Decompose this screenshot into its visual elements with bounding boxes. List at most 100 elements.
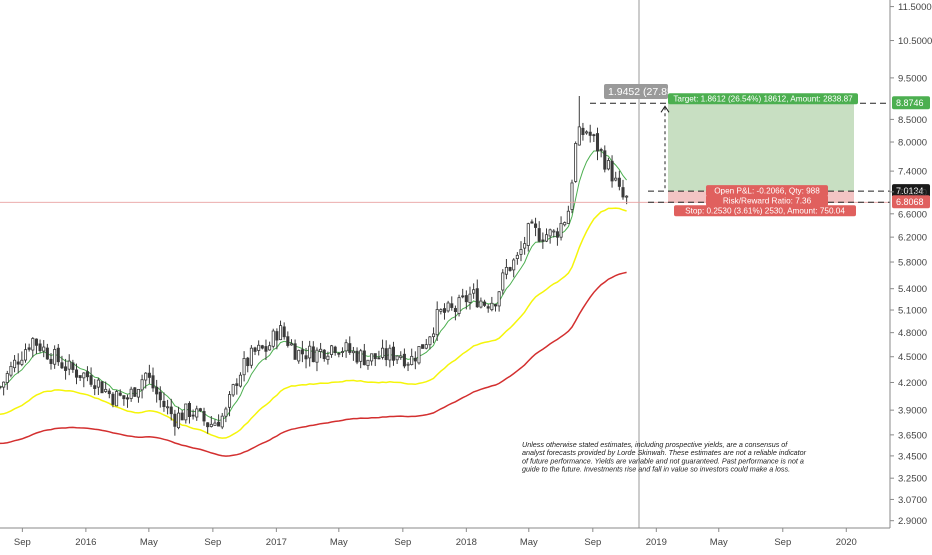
- candle: [370, 353, 374, 366]
- candle: [508, 266, 512, 272]
- candle: [315, 347, 319, 372]
- y-tick-label: 10.5000: [898, 36, 932, 47]
- candle: [534, 217, 538, 237]
- candle: [442, 303, 447, 320]
- y-tick-label: 3.4500: [898, 451, 927, 462]
- candle: [257, 340, 261, 356]
- candle: [446, 300, 450, 313]
- y-tick-label: 4.5000: [898, 352, 927, 363]
- candle: [107, 388, 111, 399]
- candle: [78, 375, 82, 381]
- candle: [136, 388, 140, 403]
- candle: [180, 410, 184, 421]
- candle: [38, 339, 42, 353]
- candle: [537, 221, 541, 243]
- candle: [566, 205, 570, 224]
- candle: [344, 339, 348, 358]
- candle: [548, 228, 552, 244]
- candle: [206, 422, 210, 434]
- candle: [391, 341, 396, 366]
- candle: [432, 327, 436, 344]
- candle: [16, 353, 20, 374]
- disclaimer-line: of future performance. Yields are variab…: [522, 456, 804, 465]
- candle: [286, 331, 290, 348]
- candle: [242, 351, 246, 382]
- x-tick-label: Sep: [584, 537, 601, 548]
- candle: [497, 291, 501, 312]
- y-tick-label: 2.9000: [898, 516, 927, 527]
- candle: [173, 409, 177, 436]
- candle: [606, 157, 610, 171]
- candle: [49, 353, 53, 370]
- candle: [176, 406, 181, 430]
- y-tick-label: 8.0000: [898, 138, 927, 149]
- candle: [191, 409, 195, 420]
- candle: [249, 345, 253, 369]
- x-tick-label: 2016: [75, 537, 96, 548]
- candle: [53, 345, 57, 369]
- x-tick-label: 2018: [456, 537, 477, 548]
- candle: [413, 351, 417, 370]
- candle: [64, 358, 68, 380]
- target-label: Target: 1.8612 (26.54%) 18612, Amount: 2…: [668, 93, 858, 105]
- x-tick-label: 2020: [836, 537, 857, 548]
- candle: [515, 252, 519, 265]
- candle: [140, 374, 144, 399]
- candle: [217, 414, 221, 427]
- candle: [555, 227, 559, 246]
- candle: [293, 339, 297, 360]
- candle: [603, 145, 607, 173]
- svg-text:6.8068: 6.8068: [896, 197, 924, 207]
- candle: [144, 372, 148, 389]
- candle: [435, 301, 439, 341]
- candle: [253, 346, 257, 356]
- risk-reward-label: Risk/Reward Ratio: 7.36: [706, 195, 828, 207]
- y-tick-label: 11.5000: [898, 2, 932, 13]
- candle: [381, 339, 385, 360]
- candle: [133, 387, 137, 397]
- candle: [330, 344, 334, 358]
- candle: [362, 343, 366, 366]
- candle: [402, 348, 406, 369]
- candle: [479, 297, 483, 309]
- candle: [577, 95, 581, 146]
- y-tick-label: 5.8000: [898, 258, 927, 269]
- candle: [519, 241, 523, 262]
- candle: [599, 147, 603, 158]
- candle: [202, 407, 206, 426]
- y-tick-label: 5.1000: [898, 306, 927, 317]
- svg-text:Risk/Reward Ratio: 7.36: Risk/Reward Ratio: 7.36: [723, 197, 812, 206]
- candle: [461, 288, 465, 299]
- candle: [552, 229, 556, 238]
- candle: [125, 394, 130, 408]
- candle: [373, 353, 377, 367]
- candle: [31, 337, 35, 358]
- svg-text:Open P&L: -0.2066, Qty: 988: Open P&L: -0.2066, Qty: 988: [714, 187, 820, 196]
- candle: [162, 392, 166, 412]
- candle: [421, 344, 425, 349]
- y-tick-label: 5.4000: [898, 284, 927, 295]
- x-tick-label: Sep: [774, 537, 791, 548]
- candle: [89, 367, 93, 387]
- candle: [541, 232, 545, 249]
- candle: [585, 130, 589, 135]
- candle: [42, 340, 46, 358]
- y-tick-label: 3.6500: [898, 430, 927, 441]
- x-tick-label: Sep: [14, 537, 31, 548]
- profit-zone[interactable]: [668, 103, 854, 192]
- y-tick-label: 4.8000: [898, 328, 927, 339]
- candle: [468, 286, 472, 310]
- disclaimer-line: guide to the future. Investments rise an…: [522, 465, 790, 474]
- candle: [147, 364, 151, 384]
- candle: [224, 406, 228, 423]
- candle: [82, 372, 86, 388]
- candle: [27, 343, 31, 352]
- stop-price-label: 6.8068: [892, 195, 930, 209]
- x-tick-label: 2017: [266, 537, 287, 548]
- candle: [268, 341, 272, 351]
- candle: [74, 363, 79, 385]
- candle: [621, 179, 625, 200]
- candle: [424, 338, 428, 350]
- x-tick-label: 2019: [646, 537, 667, 548]
